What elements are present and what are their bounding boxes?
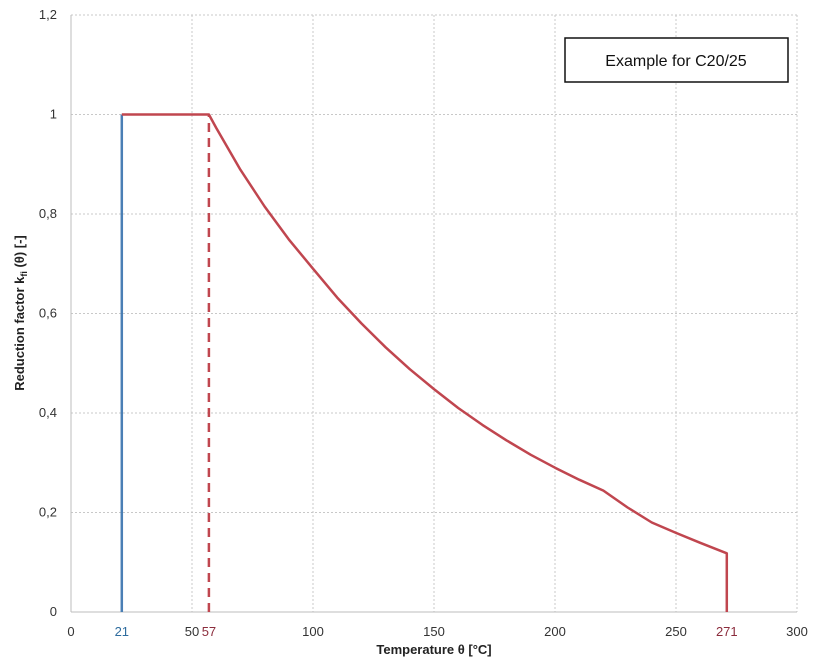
- y-axis-label-subscript: fi: [19, 271, 29, 277]
- x-tick-label: 100: [302, 624, 324, 639]
- annotation-text: Example for C20/25: [605, 53, 747, 70]
- y-tick-label: 0,2: [39, 505, 57, 520]
- x-tick-label: 57: [202, 624, 216, 639]
- x-tick-label: 300: [786, 624, 808, 639]
- series-layer: [120, 113, 729, 612]
- x-tick-label: 150: [423, 624, 445, 639]
- x-tick-label: 21: [115, 624, 129, 639]
- y-axis-label-suffix: (θ) [-]: [12, 235, 27, 271]
- y-tick-label: 0: [50, 604, 57, 619]
- y-axis-label-prefix: Reduction factor k: [12, 276, 27, 391]
- x-tick-label: 271: [716, 624, 738, 639]
- y-axis-label: Reduction factor kfi (θ) [-]: [12, 235, 29, 391]
- grid-layer: [71, 14, 798, 612]
- tick-layer: 0 0,2 0,4 0,6 0,8 1 1,2 0 21 50 57 100 150 200 250 271 3…: [39, 7, 808, 639]
- y-tick-label: 1,2: [39, 7, 57, 22]
- y-tick-label: 0,8: [39, 206, 57, 221]
- y-tick-label: 0,6: [39, 306, 57, 321]
- x-tick-label: 0: [67, 624, 74, 639]
- x-tick-label: 200: [544, 624, 566, 639]
- y-tick-label: 0,4: [39, 405, 57, 420]
- series-line-2: [121, 113, 729, 612]
- x-tick-label: 250: [665, 624, 687, 639]
- x-tick-label: 50: [185, 624, 199, 639]
- y-tick-label: 1: [50, 107, 57, 122]
- x-axis-label: Temperature θ [°C]: [376, 642, 491, 657]
- annotation-box: Example for C20/25: [564, 37, 789, 83]
- axes-layer: [70, 15, 797, 613]
